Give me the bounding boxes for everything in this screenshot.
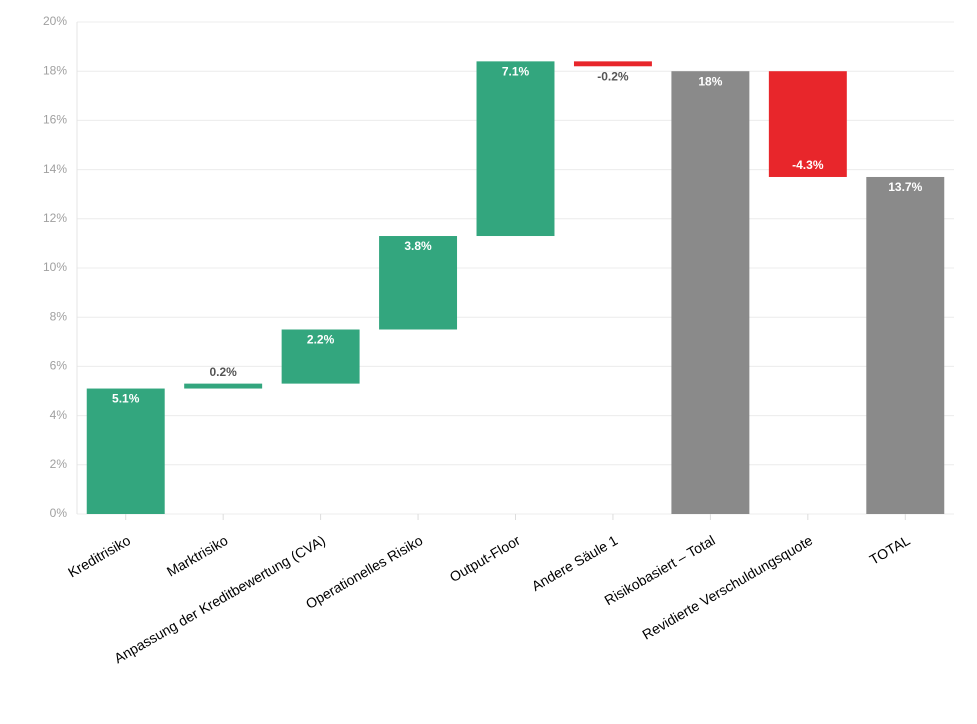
x-tick-label: Kreditrisiko <box>65 532 133 581</box>
y-tick-label: 4% <box>50 408 68 422</box>
bar <box>866 176 945 515</box>
y-tick-label: 0% <box>50 506 68 520</box>
bar <box>86 388 165 514</box>
bar <box>184 383 263 389</box>
value-label: 7.1% <box>502 65 530 79</box>
value-label: 13.7% <box>888 180 922 194</box>
bar <box>768 71 847 177</box>
bar <box>573 61 652 67</box>
bar <box>671 71 750 514</box>
y-tick-label: 6% <box>50 359 68 373</box>
value-label: -0.2% <box>597 69 629 83</box>
bar <box>379 236 458 330</box>
y-tick-label: 12% <box>43 211 67 225</box>
x-tick-label: Output-Floor <box>447 532 523 585</box>
value-label: -4.3% <box>792 158 824 172</box>
y-tick-label: 8% <box>50 309 68 323</box>
y-tick-label: 20% <box>43 14 67 28</box>
x-tick-label: Andere Säule 1 <box>529 532 621 594</box>
bar <box>281 329 360 384</box>
y-tick-label: 14% <box>43 162 67 176</box>
y-tick-label: 18% <box>43 63 67 77</box>
x-tick-label: Revidierte Verschuldungsquote <box>639 532 815 643</box>
value-label: 18% <box>698 74 722 88</box>
x-tick-label: Anpassung der Kreditbewertung (CVA) <box>111 532 328 666</box>
x-tick-label: Marktrisiko <box>164 532 231 580</box>
value-label: 5.1% <box>112 392 140 406</box>
y-tick-label: 16% <box>43 113 67 127</box>
y-tick-label: 2% <box>50 457 68 471</box>
y-tick-label: 10% <box>43 260 67 274</box>
value-label: 0.2% <box>209 365 237 379</box>
bar <box>476 61 555 237</box>
value-label: 2.2% <box>307 333 335 347</box>
x-tick-label: TOTAL <box>867 532 913 568</box>
value-label: 3.8% <box>404 239 432 253</box>
